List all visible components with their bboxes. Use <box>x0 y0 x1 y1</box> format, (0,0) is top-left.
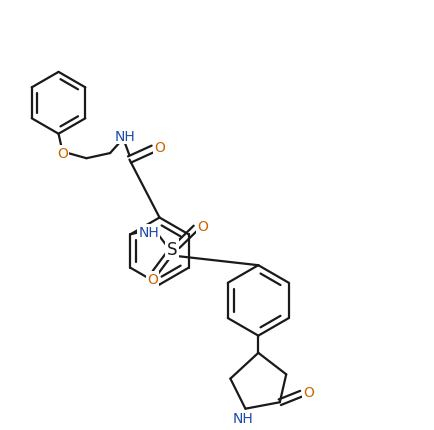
Text: NH: NH <box>232 411 253 425</box>
Text: O: O <box>154 140 164 154</box>
Text: O: O <box>303 385 314 399</box>
Text: NH: NH <box>115 129 135 144</box>
Text: NH: NH <box>138 226 158 240</box>
Text: S: S <box>167 241 177 259</box>
Text: O: O <box>147 273 158 287</box>
Text: O: O <box>57 147 68 161</box>
Text: O: O <box>196 219 207 233</box>
